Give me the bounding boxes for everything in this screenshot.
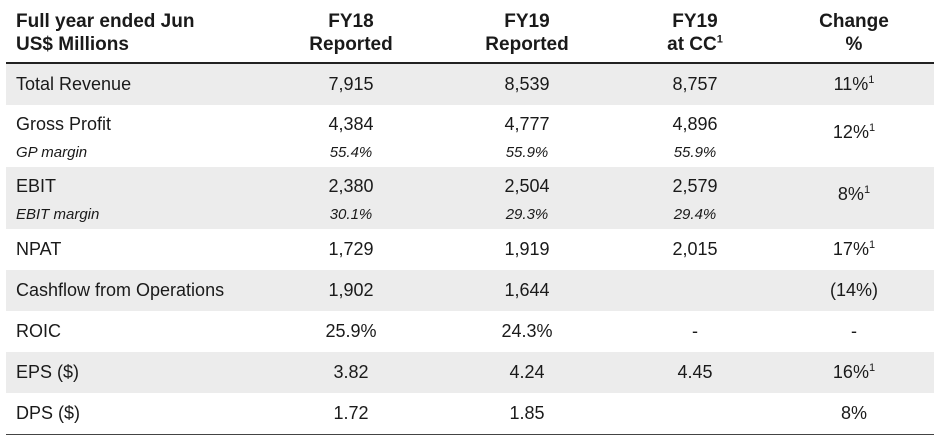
cell-margin: 29.4% [673, 206, 717, 223]
row-sublabel: EBIT margin [16, 206, 100, 223]
row-gross-profit: Gross Profit GP margin 4,384 55.4% 4,777… [6, 105, 934, 167]
change-text: 12% [832, 122, 869, 142]
cell-fy18: 1,902 [264, 270, 438, 311]
header-fy19cc-footnote: 1 [716, 33, 723, 46]
row-label: ROIC [16, 321, 61, 341]
cell-value: 4,777 [504, 114, 550, 134]
cell-change: 17%1 [774, 229, 934, 270]
cell-fy19: 1,919 [504, 239, 550, 259]
cell-fy18: 4,384 55.4% [264, 105, 438, 167]
change-footnote: 1 [868, 362, 876, 374]
cell-change: - [851, 321, 857, 341]
cell-fy19-cc [616, 270, 774, 311]
change-value: 17% [832, 239, 869, 259]
cell-fy19: 4,777 55.9% [438, 105, 616, 167]
row-label: Cashflow from Operations [6, 270, 264, 311]
change-value: 11% [833, 74, 869, 94]
row-cashflow: Cashflow from Operations 1,902 1,644 (14… [6, 270, 934, 311]
cell-change: 16%1 [774, 352, 934, 393]
header-fy19cc-line2: at CC [667, 34, 717, 55]
cell-change: 8% [774, 393, 934, 435]
change-footnote: 1 [863, 184, 871, 196]
cell-fy19-cc: 2,015 [672, 239, 718, 259]
cell-fy19: 2,504 29.3% [438, 167, 616, 229]
header-fy19: FY19 Reported [438, 6, 616, 64]
header-change: Change % [774, 6, 934, 64]
change-value: 8%1 [838, 167, 870, 204]
cell-fy19: 24.3% [501, 321, 553, 341]
table-header: Full year ended Jun US$ Millions FY18 Re… [6, 6, 934, 64]
cell-fy19: 4.24 [438, 352, 616, 393]
table-body: Total Revenue 7,915 8,539 8,757 11%1 Gro… [6, 63, 934, 435]
row-label: Gross Profit [16, 114, 112, 134]
financial-table: Full year ended Jun US$ Millions FY18 Re… [6, 6, 934, 435]
row-label: EBIT [16, 176, 57, 196]
cell-fy19-cc: 4.45 [616, 352, 774, 393]
header-period-line1: Full year ended Jun [16, 11, 195, 32]
change-value: 16% [832, 362, 869, 382]
cell-change: 11%1 [774, 63, 934, 105]
cell-fy19: 1.85 [438, 393, 616, 435]
row-npat: NPAT 1,729 1,919 2,015 17%1 [6, 229, 934, 270]
row-label: EPS ($) [6, 352, 264, 393]
cell-fy19-cc: - [692, 321, 698, 341]
header-period-line2: US$ Millions [16, 34, 129, 55]
cell-fy19-cc: 2,579 29.4% [616, 167, 774, 229]
cell-margin: 29.3% [505, 206, 549, 223]
row-label-cell: Gross Profit GP margin [6, 105, 264, 167]
cell-margin: 55.9% [505, 144, 549, 161]
cell-value: 2,579 [672, 176, 718, 196]
cell-change: 12%1 [774, 105, 934, 167]
change-text: 8% [837, 184, 864, 204]
cell-value: 4,896 [672, 114, 718, 134]
row-label-cell: EBIT EBIT margin [6, 167, 264, 229]
row-dps: DPS ($) 1.72 1.85 8% [6, 393, 934, 435]
cell-margin: 55.4% [329, 144, 373, 161]
cell-change: 8%1 [774, 167, 934, 229]
cell-fy19-cc: 8,757 [616, 63, 774, 105]
cell-margin: 30.1% [329, 206, 373, 223]
row-label: Total Revenue [6, 63, 264, 105]
cell-fy18: 25.9% [325, 321, 377, 341]
header-fy18-line1: FY18 [328, 11, 374, 32]
header-fy19cc-line1: FY19 [672, 11, 718, 32]
cell-value: 2,504 [504, 176, 550, 196]
cell-value: 4,384 [328, 114, 374, 134]
row-eps: EPS ($) 3.82 4.24 4.45 16%1 [6, 352, 934, 393]
cell-fy19-cc [616, 393, 774, 435]
cell-fy18: 1,729 [328, 239, 374, 259]
cell-fy18: 3.82 [264, 352, 438, 393]
change-value: 12%1 [833, 105, 875, 142]
cell-fy19-cc: 4,896 55.9% [616, 105, 774, 167]
header-change-line1: Change [819, 11, 889, 32]
cell-value: 2,380 [328, 176, 374, 196]
row-label: NPAT [16, 239, 62, 259]
cell-fy19: 1,644 [438, 270, 616, 311]
row-label: DPS ($) [6, 393, 264, 435]
change-footnote: 1 [868, 74, 875, 86]
cell-margin: 55.9% [673, 144, 717, 161]
header-fy19-cc: FY19 at CC1 [616, 6, 774, 64]
cell-fy18: 1.72 [264, 393, 438, 435]
header-fy19-line2: Reported [485, 34, 569, 55]
row-sublabel: GP margin [16, 144, 88, 161]
row-total-revenue: Total Revenue 7,915 8,539 8,757 11%1 [6, 63, 934, 105]
cell-fy19: 8,539 [438, 63, 616, 105]
cell-change: (14%) [774, 270, 934, 311]
header-fy19-line1: FY19 [504, 11, 550, 32]
header-fy18: FY18 Reported [264, 6, 438, 64]
header-change-line2: % [845, 34, 863, 55]
header-period: Full year ended Jun US$ Millions [6, 6, 264, 64]
row-ebit: EBIT EBIT margin 2,380 30.1% 2,504 29.3%… [6, 167, 934, 229]
cell-fy18: 2,380 30.1% [264, 167, 438, 229]
cell-fy18: 7,915 [264, 63, 438, 105]
change-footnote: 1 [868, 239, 876, 251]
header-fy18-line2: Reported [309, 34, 393, 55]
row-roic: ROIC 25.9% 24.3% - - [6, 311, 934, 352]
change-footnote: 1 [868, 122, 876, 134]
